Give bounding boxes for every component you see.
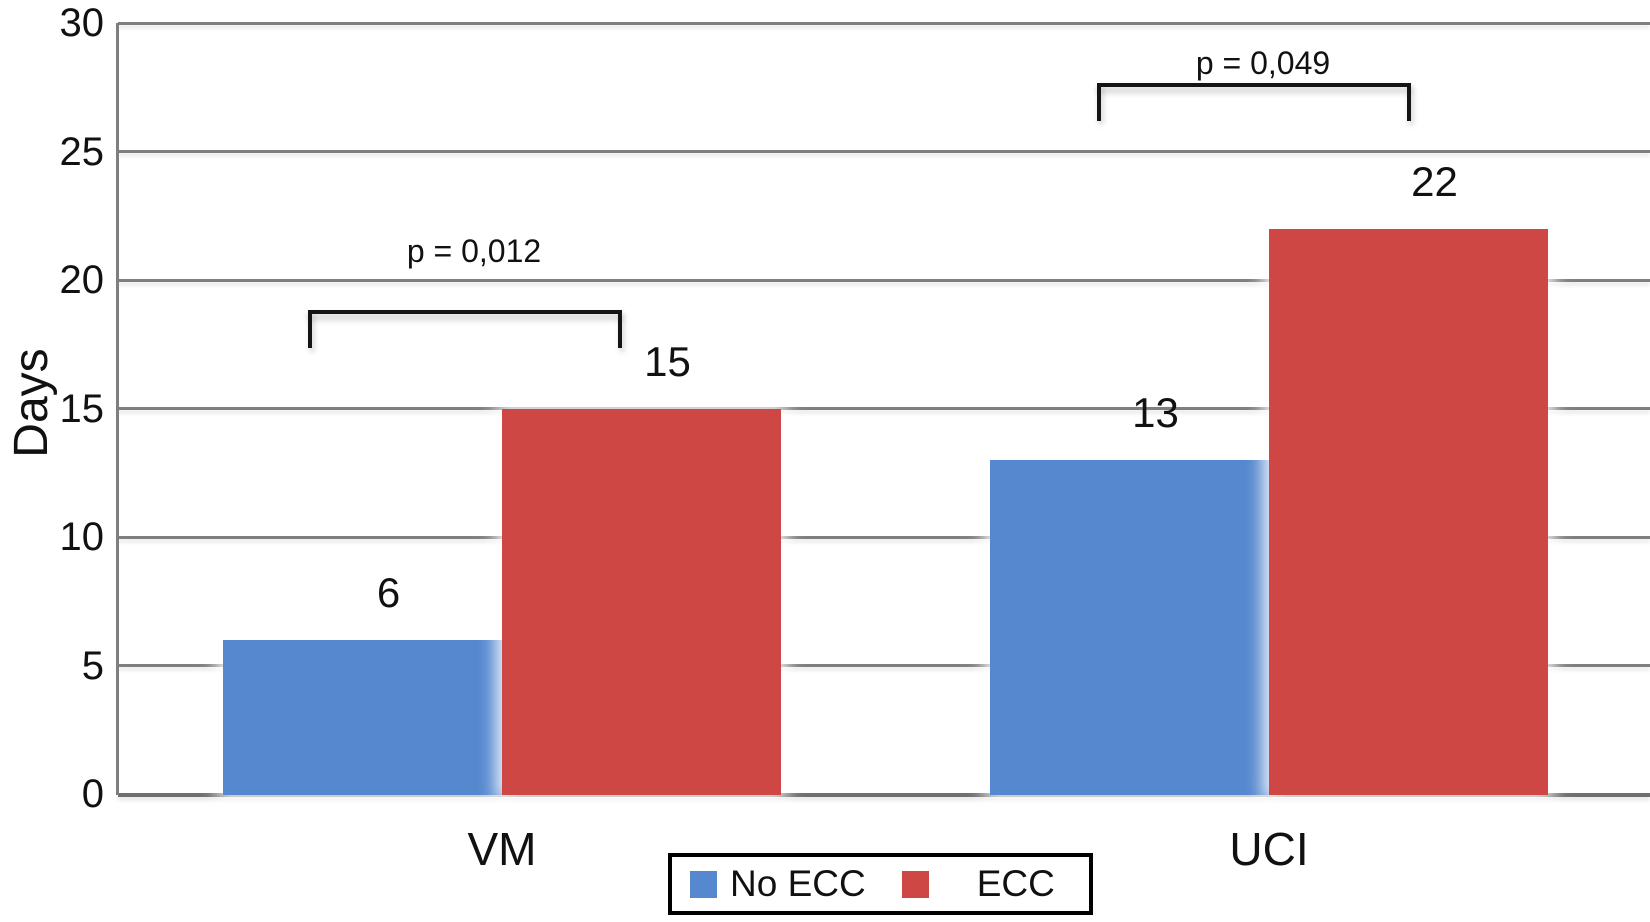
y-tick-label-20: 20	[59, 258, 105, 302]
value-label-uci-no-ecc: 13	[1132, 388, 1179, 436]
gridline-25	[118, 150, 1650, 153]
bar-vm-no-ecc	[223, 639, 502, 795]
y-tick-label-25: 25	[59, 129, 105, 174]
bracket-vm	[308, 310, 622, 314]
legend-label-no-ecc: No ECC	[730, 863, 866, 904]
gridline-20	[118, 278, 1650, 282]
legend: No ECC ECC	[668, 853, 1093, 915]
x-category-label-vm: VM	[467, 823, 537, 875]
legend-swatch-no-ecc	[690, 870, 717, 898]
y-tick-label-5: 5	[81, 643, 104, 688]
bar-uci-no-ecc	[990, 459, 1269, 795]
legend-label-ecc: ECC	[976, 863, 1055, 904]
y-axis-line	[116, 23, 119, 795]
bracket-left-leg-uci	[1097, 83, 1101, 121]
value-label-vm-ecc: 15	[644, 337, 691, 385]
bracket-uci	[1097, 83, 1411, 87]
y-tick-label-15: 15	[59, 386, 105, 431]
bracket-right-leg-vm	[618, 310, 622, 348]
bar-uci-ecc	[1269, 228, 1548, 795]
legend-item-ecc: ECC	[901, 863, 1055, 904]
x-category-label-uci: UCI	[1229, 823, 1309, 875]
y-tick-label-30: 30	[59, 1, 105, 45]
bracket-right-leg-uci	[1407, 83, 1411, 121]
gridline-10	[118, 535, 1650, 539]
y-tick-label-10: 10	[59, 515, 105, 559]
legend-swatch-ecc	[901, 870, 929, 898]
value-label-uci-ecc: 22	[1411, 157, 1458, 205]
y-tick-label-0: 0	[81, 772, 104, 816]
gridline-30	[118, 21, 1650, 25]
value-label-vm-no-ecc: 6	[376, 568, 401, 616]
bar-vm-ecc	[502, 408, 781, 795]
p-value-label-uci: p = 0,049	[1195, 45, 1331, 81]
legend-item-no-ecc: No ECC	[690, 864, 866, 904]
bracket-left-leg-vm	[308, 310, 312, 348]
gridline-15	[118, 407, 1650, 410]
gridline-0	[118, 792, 1650, 797]
p-value-label-vm: p = 0,012	[406, 233, 542, 269]
gridline-5	[118, 664, 1650, 667]
